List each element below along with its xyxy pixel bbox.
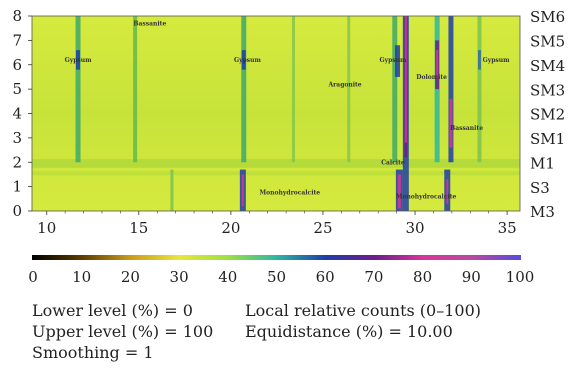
peak-streak [76, 50, 81, 70]
sample-label: SM1 [530, 130, 565, 148]
upper-level: Upper level (%) = 100 [32, 322, 214, 341]
y-tick-label: 3 [12, 129, 22, 147]
peak-annotation: Gypsum [234, 57, 262, 64]
peak-streak [241, 174, 244, 207]
peak-streak [170, 169, 174, 211]
y-tick-label: 0 [12, 202, 22, 220]
y-tick-label: 5 [12, 80, 22, 98]
peak-streak [392, 16, 398, 163]
sample-label: SM3 [530, 81, 565, 99]
sample-label: SM6 [530, 8, 565, 26]
colorbar-tick-label: 60 [316, 268, 335, 286]
y-tick-label: 8 [12, 7, 22, 25]
sample-label: M3 [530, 203, 555, 221]
peak-streak [241, 50, 246, 70]
sample-label: SM5 [530, 33, 565, 51]
peak-streak [397, 174, 401, 209]
local-relative-counts: Local relative counts (0–100) [245, 301, 482, 320]
colorbar-tick-label: 40 [218, 268, 237, 286]
peak-streak [446, 179, 449, 204]
peak-annotation: Monohydrocalcite [260, 190, 321, 197]
horizontal-band [32, 171, 520, 176]
y-tick-label: 1 [12, 178, 22, 196]
smoothing: Smoothing = 1 [32, 343, 154, 362]
peak-streak [477, 50, 481, 70]
peak-streak [449, 98, 453, 148]
peak-streak [75, 16, 81, 163]
x-tick-label: 20 [221, 219, 240, 237]
y-tick-label: 2 [12, 153, 22, 171]
sample-label: M1 [530, 154, 555, 172]
colorbar-tick-label: 10 [72, 268, 91, 286]
peak-streak [404, 16, 407, 143]
peak-streak [291, 16, 295, 163]
peak-streak [436, 50, 439, 80]
colorbar-tick-label: 80 [413, 268, 432, 286]
colorbar-tick-label: 70 [364, 268, 383, 286]
peak-annotation: Monohydrocalcite [396, 193, 457, 200]
peak-streak [395, 45, 401, 77]
peak-annotation: Aragonite [327, 81, 361, 88]
peak-annotation: Bassanite [450, 125, 483, 132]
colorbar-tick-label: 90 [462, 268, 481, 286]
peak-streak [241, 16, 247, 163]
x-tick-label: 30 [405, 219, 424, 237]
colorbar-tick-label: 0 [28, 268, 38, 286]
x-tick-label: 25 [313, 219, 332, 237]
peak-annotation: Gypsum [379, 57, 407, 64]
x-tick-label: 35 [498, 219, 517, 237]
equidistance: Equidistance (%) = 10.00 [245, 322, 453, 341]
colorbar-tick-label: 20 [121, 268, 140, 286]
peak-annotation: Gypsum [483, 57, 511, 64]
peak-streak [477, 16, 482, 163]
lower-level: Lower level (%) = 0 [32, 301, 193, 320]
sample-label: S3 [530, 179, 550, 197]
sample-label: SM4 [530, 57, 565, 75]
colorbar [32, 255, 521, 260]
x-tick-label: 10 [37, 219, 56, 237]
peak-annotation: Calcite [381, 159, 405, 166]
y-tick-label: 7 [12, 31, 22, 49]
y-tick-label: 6 [12, 56, 22, 74]
x-tick-label: 15 [129, 219, 148, 237]
y-tick-label: 4 [12, 105, 22, 123]
horizontal-band [32, 159, 520, 168]
peak-annotation: Dolomite [416, 74, 447, 81]
peak-streak [347, 16, 351, 163]
colorbar-tick-label: 100 [506, 268, 535, 286]
colorbar-tick-label: 30 [170, 268, 189, 286]
peak-annotation: Gypsum [65, 57, 93, 64]
peak-streak [448, 16, 454, 163]
colorbar-tick-label: 50 [267, 268, 286, 286]
sample-label: SM2 [530, 106, 565, 124]
peak-streak [133, 16, 138, 163]
peak-annotation: Bassanite [133, 20, 166, 27]
